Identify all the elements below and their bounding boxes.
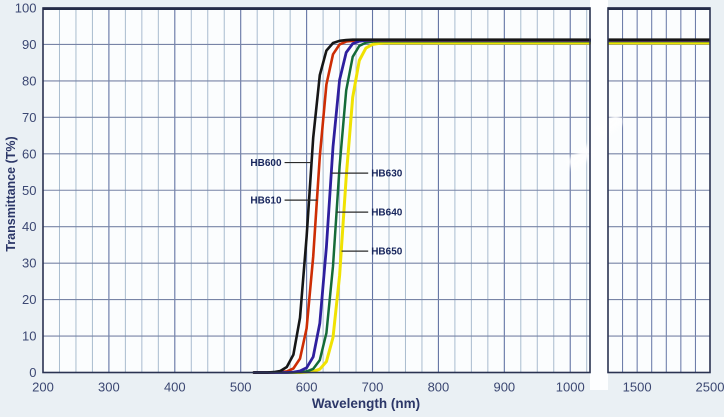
x-tick-label: 700 — [362, 380, 384, 395]
y-tick-label: 10 — [22, 329, 36, 344]
x-tick-label: 600 — [296, 380, 318, 395]
plot-borders — [42, 7, 711, 374]
x-tick-label: 200 — [32, 380, 54, 395]
y-tick-label: 60 — [22, 146, 36, 161]
x-tick-label: 1000 — [556, 380, 585, 395]
y-tick-label: 30 — [22, 256, 36, 271]
grid-lines — [43, 8, 710, 373]
curve-HB600-left — [252, 38, 591, 374]
annotation-HB600: HB600 — [250, 158, 282, 169]
curve-annotations: HB600 HB610 HB630 HB640 HB650 — [250, 158, 402, 258]
axis-break-gap — [590, 0, 608, 390]
x-tick-label: 800 — [428, 380, 450, 395]
axis-break-marks — [566, 112, 624, 171]
break-slash-lower — [566, 143, 596, 171]
annotation-HB610: HB610 — [250, 196, 282, 207]
curve-HB650-left — [252, 41, 591, 374]
x-tick-label: 300 — [98, 380, 120, 395]
y-tick-label: 80 — [22, 73, 36, 88]
y-axis-title: Transmittance (T%) — [4, 136, 18, 251]
plot-background — [43, 0, 710, 390]
break-slash-upper — [594, 112, 624, 140]
x-tick-label: 1500 — [623, 380, 652, 395]
y-tick-label: 70 — [22, 110, 36, 125]
y-tick-label: 50 — [22, 183, 36, 198]
y-tick-label: 90 — [22, 37, 36, 52]
filter-curves — [252, 38, 710, 374]
x-tick-label: 400 — [164, 380, 186, 395]
y-tick-label: 40 — [22, 219, 36, 234]
annotation-HB650: HB650 — [371, 247, 403, 258]
y-tick-label: 20 — [22, 292, 36, 307]
annotation-HB640: HB640 — [371, 208, 403, 219]
x-axis-title: Wavelength (nm) — [312, 396, 420, 411]
x-tick-label: 500 — [230, 380, 252, 395]
x-tick-label: 900 — [493, 380, 515, 395]
y-tick-label: 100 — [15, 1, 37, 16]
axis-tick-labels: 0 10 20 30 40 50 60 70 80 90 100 200 300 400 500 600 700… — [15, 1, 724, 395]
x-tick-label: 2500 — [696, 380, 724, 395]
y-tick-label: 0 — [29, 365, 36, 380]
annotation-HB630: HB630 — [371, 169, 403, 180]
